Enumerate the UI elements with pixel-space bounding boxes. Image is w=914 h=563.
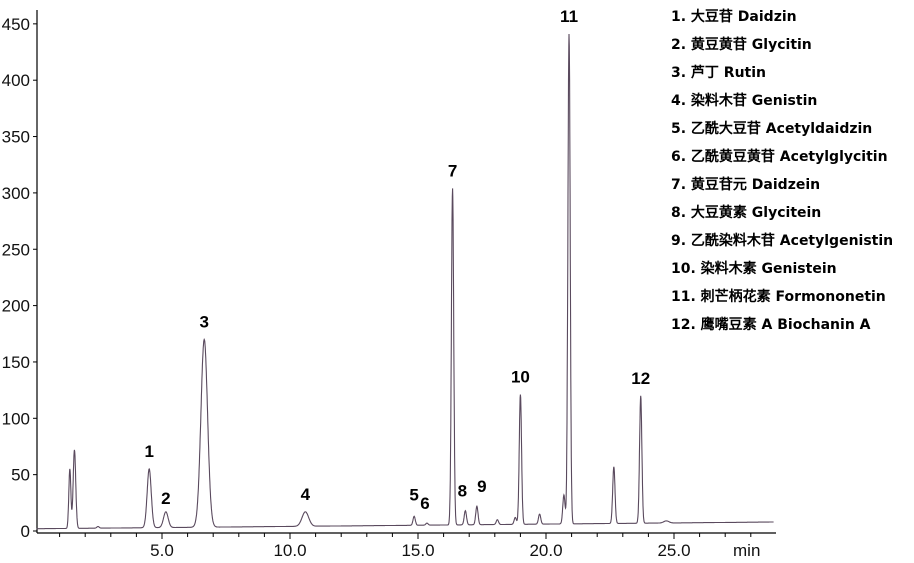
y-tick-label: 50 — [11, 466, 30, 485]
legend-entry: 10. 染料木素 Genistein — [671, 261, 837, 277]
peak-label-6: 6 — [420, 494, 429, 513]
y-tick-label: 250 — [2, 240, 30, 259]
legend-entry: 4. 染料木苷 Genistin — [671, 93, 818, 109]
y-tick-label: 350 — [2, 128, 30, 147]
peak-label-3: 3 — [200, 312, 209, 331]
x-tick-label: 5.0 — [150, 541, 174, 560]
chromatogram-trace — [36, 33, 774, 530]
y-tick-label: 0 — [21, 522, 30, 541]
x-tick-label: 10.0 — [273, 541, 306, 560]
x-tick-label: 25.0 — [657, 541, 690, 560]
legend-entry: 1. 大豆苷 Daidzin — [671, 9, 797, 25]
y-tick-label: 100 — [2, 409, 30, 428]
peak-label-2: 2 — [161, 489, 170, 508]
legend-entry: 7. 黄豆苷元 Daidzein — [671, 177, 821, 193]
legend-entry: 9. 乙酰染料木苷 Acetylgenistin — [671, 233, 894, 249]
legend-entry: 3. 芦丁 Rutin — [671, 65, 767, 81]
x-axis-label: min — [733, 541, 760, 560]
peak-label-9: 9 — [477, 477, 486, 496]
y-tick-label: 450 — [2, 15, 30, 34]
peak-label-5: 5 — [409, 485, 418, 504]
y-tick-label: 300 — [2, 184, 30, 203]
legend-entry: 8. 大豆黄素 Glycitein — [671, 205, 822, 221]
peak-label-4: 4 — [301, 485, 311, 504]
peak-label-7: 7 — [448, 161, 457, 180]
peak-label-10: 10 — [511, 368, 530, 387]
x-tick-label: 20.0 — [529, 541, 562, 560]
y-tick-label: 200 — [2, 297, 30, 316]
peak-label-12: 12 — [631, 369, 650, 388]
legend-entry: 6. 乙酰黄豆黄苷 Acetylglycitin — [671, 149, 888, 165]
peak-label-11: 11 — [560, 7, 578, 26]
legend-entry: 11. 刺芒柄花素 Formononetin — [671, 289, 886, 305]
peak-label-8: 8 — [458, 482, 467, 501]
legend-entry: 2. 黄豆黄苷 Glycitin — [671, 37, 812, 53]
y-tick-label: 150 — [2, 353, 30, 372]
legend-entry: 12. 鹰嘴豆素 A Biochanin A — [671, 317, 871, 333]
legend: 1. 大豆苷 Daidzin 2. 黄豆黄苷 Glycitin 3. 芦丁 Ruti… — [671, 6, 893, 342]
x-tick-label: 15.0 — [401, 541, 434, 560]
peak-label-1: 1 — [144, 442, 153, 461]
legend-entry: 5. 乙酰大豆苷 Acetyldaidzin — [671, 121, 873, 137]
y-tick-label: 400 — [2, 71, 30, 90]
